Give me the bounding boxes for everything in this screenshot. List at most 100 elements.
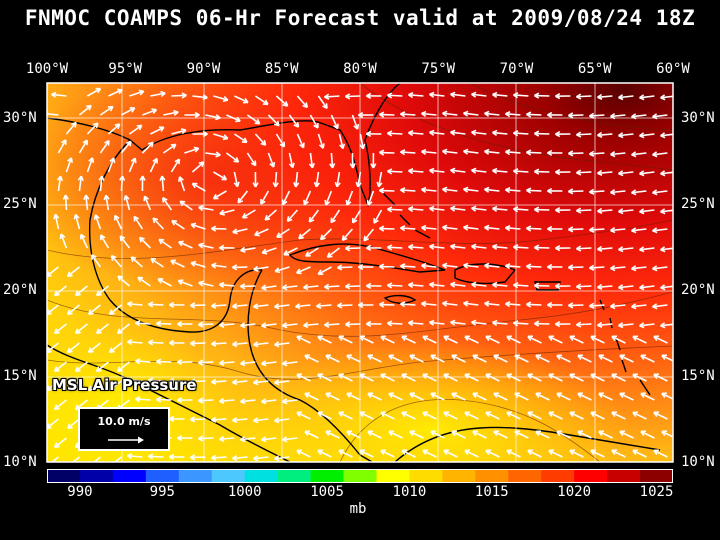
wind-vector [429,319,445,326]
wind-vector [65,157,73,173]
wind-vector [198,205,214,212]
wind-vector [148,339,164,346]
wind-vector [618,246,634,253]
latitude-label-left: 25°N [3,196,37,212]
longitude-label: 85°W [264,61,299,77]
wind-vector [632,335,647,344]
wind-vector [367,392,382,401]
wind-vector [421,262,437,269]
wind-vector [589,188,605,195]
wind-vector [177,396,193,404]
colorbar-swatch [211,469,246,483]
colorbar-swatch [244,469,279,483]
longitude-label: 100°W [25,61,69,77]
latitude-label-right: 10°N [681,454,715,470]
wind-vector [639,208,655,215]
wind-vector [576,321,592,328]
colorbar-swatch [343,469,377,483]
wind-vector [156,358,172,365]
wind-vector [198,280,214,287]
yucatan-central-america [247,269,373,462]
wind-vector [442,148,458,155]
wind-vector [379,149,395,156]
wind-vector [610,265,626,272]
wind-vector [191,161,205,173]
wind-vector [589,150,605,157]
wind-vector [534,320,550,327]
wind-vector [370,152,377,169]
wind-vector [387,282,403,289]
colorbar-tick-label: 1015 [474,484,509,500]
wind-vector [324,283,340,290]
wind-vector [610,189,626,196]
wind-vector [408,243,424,251]
colorbar-tick-label: 1025 [639,484,674,500]
longitude-label: 90°W [186,61,221,77]
wind-vector [355,171,362,188]
wind-vector [345,93,361,100]
wind-vector [548,373,563,382]
wind-vector [74,361,88,373]
wind-vector [87,304,101,316]
wind-vector [261,398,277,405]
colorbar-tick-label: 1000 [227,484,262,500]
wind-vector [409,430,424,439]
wind-vector [471,129,487,136]
wind-vector [211,262,227,269]
wind-vector [113,214,123,230]
wind-vector [514,430,529,439]
colorbar-swatch [112,469,147,483]
wind-vector [421,148,437,155]
wind-vector [506,449,521,458]
wind-vector [451,354,466,363]
wind-vector [260,190,270,205]
wind-vector [293,171,300,188]
wind-vector [241,209,256,219]
wind-vector [590,335,605,344]
wind-vector [577,430,592,439]
wind-vector [387,206,403,213]
wind-vector [429,205,445,212]
wind-vector [576,245,592,252]
wind-vector [107,157,116,173]
wind-vector [78,139,89,154]
wind-vector [274,266,290,274]
wind-vector [590,373,605,382]
wind-vector [261,247,277,255]
wind-vector [148,301,164,308]
wind-vector [363,228,375,242]
wind-vector [463,110,479,117]
wind-vector [213,95,229,102]
wind-vector [639,170,655,177]
wind-vector [317,95,328,110]
wind-vector [661,430,673,438]
wind-vector [632,373,647,382]
wind-vector [127,452,143,460]
wind-vector [225,152,240,163]
wind-vector [492,129,508,136]
wind-vector [317,449,332,458]
wind-vector [639,284,655,291]
wind-vector [303,284,319,291]
wind-vector [123,194,131,211]
wind-vector [513,320,529,327]
wind-vector [53,361,67,373]
wind-vector [484,148,500,155]
wind-vector [233,171,240,188]
wind-vector [169,453,185,461]
wind-vector [618,322,634,329]
wind-vector [66,418,80,430]
wind-vector [171,128,187,135]
wind-vector [288,114,300,128]
wind-vector [198,242,214,249]
wind-vector [98,175,105,192]
wind-vector [358,111,374,119]
wind-vector [597,245,613,253]
latitude-label-right: 30°N [681,110,715,126]
wind-vector [556,430,571,439]
wind-vector [661,392,673,400]
wind-vector [443,411,458,420]
wind-vector [589,302,605,309]
wind-vector [401,373,416,382]
wind-vector [184,111,200,119]
